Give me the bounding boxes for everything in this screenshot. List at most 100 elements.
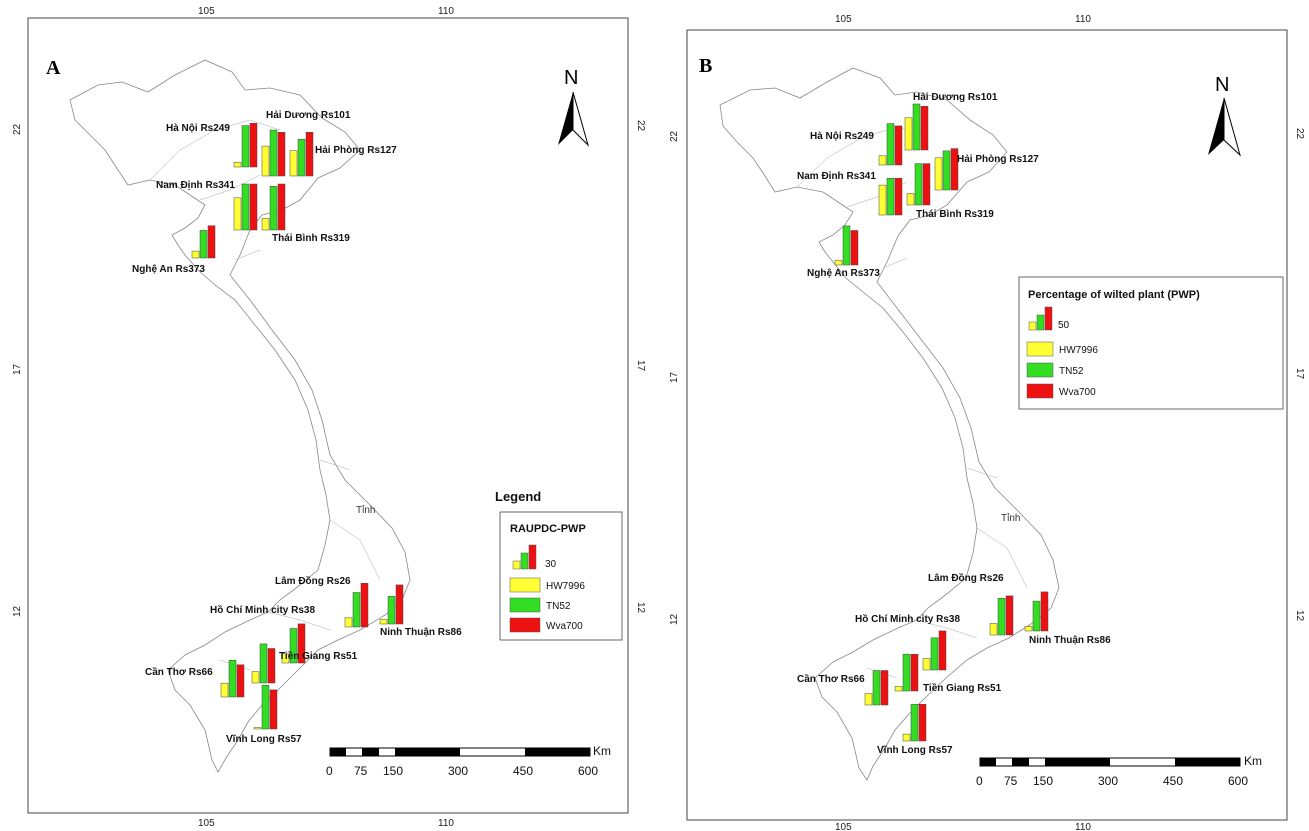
- legend-item-wva700: Wva700: [546, 621, 583, 632]
- bar-hw7996: [1024, 626, 1033, 632]
- scale-tick-300: 300: [448, 764, 468, 778]
- vietnam-outline: [69, 59, 411, 773]
- bar-hw7996: [834, 260, 843, 266]
- bar-hw7996: [251, 671, 260, 684]
- bar-tn52: [910, 703, 919, 742]
- bar-wva700: [297, 623, 306, 664]
- bar-tn52: [261, 685, 270, 730]
- bar-hw7996: [261, 218, 270, 231]
- scale-tick-75: 75: [1004, 774, 1018, 788]
- bar-hw7996: [191, 250, 200, 259]
- site-label: Cần Thơ Rs66: [145, 666, 213, 678]
- map-canvas-a: 105 110 105 110 22 17 12 22 17 12 A Tỉnh…: [12, 6, 646, 829]
- panel-letter: A: [46, 57, 61, 79]
- legend-reference-icon: [512, 544, 537, 570]
- bar-wva700: [249, 183, 258, 231]
- bar-hw7996: [289, 150, 298, 177]
- map-frame: [27, 17, 629, 814]
- bar-tn52: [289, 628, 298, 664]
- bar-wva700: [894, 177, 903, 216]
- bar-tn52: [942, 150, 951, 191]
- bar-tn52: [930, 637, 939, 671]
- site-label: Tiền Giang Rs51: [923, 682, 1002, 694]
- bar-tn52: [241, 125, 250, 168]
- scale-tick-150: 150: [383, 764, 403, 778]
- site-label: Hồ Chí Minh city Rs38: [210, 604, 315, 616]
- bar-hw7996: [902, 733, 911, 742]
- north-label: N: [1215, 74, 1229, 96]
- bar-tn52: [269, 129, 278, 177]
- map-panel-b: 105 110 105 110 22 17 12 22 17 12 B Tỉnh…: [655, 0, 1309, 831]
- site-label: Ninh Thuận Rs86: [1029, 635, 1111, 646]
- bar-tn52: [902, 653, 911, 692]
- bar-hw7996: [894, 686, 903, 692]
- scale-tick-450: 450: [513, 764, 533, 778]
- region-label: Tỉnh: [1001, 512, 1020, 524]
- bar-wva700: [880, 670, 889, 706]
- province-borders: [796, 126, 1028, 679]
- legend-item-hw7996: HW7996: [1059, 345, 1098, 356]
- site-label: Nam Định Rs341: [156, 180, 235, 191]
- bar-wva700: [269, 689, 278, 730]
- bar-tn52: [352, 592, 361, 628]
- top-tick-105: 105: [835, 14, 852, 25]
- scale-bar: [979, 757, 1241, 767]
- bar-wva700: [920, 106, 929, 151]
- scale-tick-450: 450: [1163, 774, 1183, 788]
- legend-swatch-hw7996: [509, 577, 541, 593]
- bar-wva700: [938, 630, 947, 671]
- bar-wva700: [395, 584, 404, 625]
- bar-wva700: [950, 148, 959, 191]
- scale-tick-0: 0: [326, 764, 333, 778]
- site-bars-group: Hà Nội Rs249 Hải Dương Rs101 Hải Phòng Rs1…: [132, 110, 462, 745]
- region-label: Tỉnh: [356, 504, 375, 516]
- site-label: Tiền Giang Rs51: [279, 650, 358, 662]
- left-tick-12: 12: [12, 605, 23, 617]
- site-label: Vĩnh Long Rs57: [226, 734, 302, 745]
- scale-tick-0: 0: [976, 774, 983, 788]
- bar-tn52: [914, 163, 923, 206]
- right-tick-12: 12: [635, 602, 646, 614]
- site-label: Hải Dương Rs101: [266, 110, 351, 121]
- top-tick-110: 110: [438, 6, 454, 17]
- legend-reference-icon: [1028, 306, 1053, 331]
- left-tick-22: 22: [669, 130, 680, 142]
- legend-reference-value: 50: [1058, 320, 1070, 331]
- north-label: N: [564, 67, 578, 89]
- left-tick-17: 17: [669, 371, 680, 383]
- legend-title: RAUPDC-PWP: [510, 523, 586, 535]
- scale-tick-600: 600: [1228, 774, 1248, 788]
- bar-wva700: [360, 583, 369, 628]
- bar-hw7996: [906, 193, 915, 206]
- legend-item-tn52: TN52: [1059, 366, 1084, 377]
- north-arrow-icon: N: [1208, 74, 1241, 157]
- bar-hw7996: [864, 693, 873, 706]
- site-label: Hải Phòng Rs127: [957, 154, 1039, 165]
- bar-wva700: [1040, 591, 1049, 632]
- bar-hw7996: [878, 155, 887, 166]
- bar-tn52: [259, 643, 268, 684]
- panel-letter: B: [699, 55, 712, 77]
- bar-hw7996: [922, 658, 931, 671]
- legend-swatch-wva700: [509, 617, 541, 633]
- site-label: Nghệ An Rs373: [807, 268, 880, 279]
- map-frame: [686, 29, 1288, 821]
- site-label: Lâm Đồng Rs26: [928, 572, 1004, 584]
- bar-hw7996: [281, 653, 290, 664]
- bar-wva700: [267, 648, 276, 684]
- bar-tn52: [1032, 600, 1041, 632]
- scale-tick-600: 600: [578, 764, 598, 778]
- site-label: Nghệ An Rs373: [132, 264, 205, 275]
- legend-swatch-hw7996: [1026, 341, 1054, 357]
- bar-wva700: [236, 664, 245, 698]
- map-canvas-b: 105 110 105 110 22 17 12 22 17 12 B Tỉnh…: [669, 14, 1305, 831]
- bar-wva700: [277, 132, 286, 177]
- site-label: Nam Định Rs341: [797, 171, 876, 182]
- bar-hw7996: [989, 623, 998, 636]
- bar-wva700: [910, 653, 919, 692]
- bottom-tick-110: 110: [1075, 822, 1091, 831]
- legend-title: Percentage of wilted plant (PWP): [1028, 289, 1200, 301]
- bar-hw7996: [934, 157, 943, 191]
- north-arrow-icon: N: [558, 67, 590, 147]
- site-label: Hồ Chí Minh city Rs38: [855, 613, 960, 625]
